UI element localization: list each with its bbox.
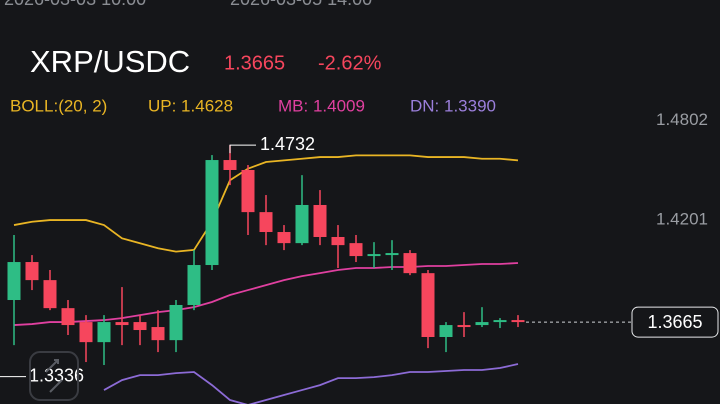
bollinger-line	[13, 154, 519, 253]
candle-body	[385, 253, 399, 256]
plot: 1.4802 1.4201 1.3665 1.4732 1.3336	[0, 110, 719, 404]
high-marker	[229, 144, 256, 154]
bollinger-line	[13, 262, 519, 326]
candle-body	[43, 280, 57, 309]
expand-button[interactable]	[29, 351, 79, 401]
candle-body	[403, 253, 417, 274]
indicator-up: UP: 1.4628	[148, 96, 233, 115]
candle-body	[457, 325, 471, 328]
date-label: 2026-03-03 10:00	[4, 0, 146, 9]
candle-body	[475, 322, 489, 326]
pair-title: XRP/USDC	[30, 44, 190, 79]
candle-body	[493, 320, 507, 323]
candle-body	[25, 262, 39, 281]
candle-body	[115, 322, 129, 326]
candle-body	[61, 308, 75, 326]
candle-body	[259, 212, 273, 233]
candle-body	[169, 304, 183, 341]
candle-body	[241, 169, 255, 213]
candle-body	[349, 243, 363, 257]
y-tick-label: 1.4802	[656, 110, 708, 129]
candle-body	[187, 265, 201, 305]
y-tick-label: 1.4201	[656, 210, 708, 229]
candle-body	[205, 160, 219, 266]
indicator-mb: MB: 1.4009	[278, 96, 365, 115]
high-label: 1.4732	[260, 134, 315, 154]
candle-body	[223, 160, 237, 170]
candle-body	[133, 322, 147, 331]
candle-body	[511, 320, 525, 323]
candle-body	[295, 204, 309, 244]
candle-body	[7, 262, 21, 301]
candle-body	[97, 322, 111, 343]
date-label: 2026-03-05 14:00	[230, 0, 372, 9]
indicator-dn: DN: 1.3390	[410, 96, 496, 115]
candle-body	[313, 204, 327, 237]
last-price: 1.3665	[224, 52, 285, 74]
candle-body	[331, 236, 345, 246]
candle-body	[277, 232, 291, 244]
last-price-label: 1.3665	[647, 312, 702, 332]
candle-body	[439, 325, 453, 337]
candle-body	[79, 322, 93, 343]
indicator-label: BOLL:(20, 2)	[10, 96, 107, 115]
expand-icon	[45, 359, 63, 393]
price-change: -2.62%	[318, 52, 382, 74]
last-price-box	[631, 306, 719, 338]
candle-body	[367, 254, 381, 257]
bollinger-line	[103, 363, 519, 404]
low-label: 1.3336	[29, 365, 84, 385]
candle-body	[421, 273, 435, 337]
candle-body	[151, 327, 165, 341]
